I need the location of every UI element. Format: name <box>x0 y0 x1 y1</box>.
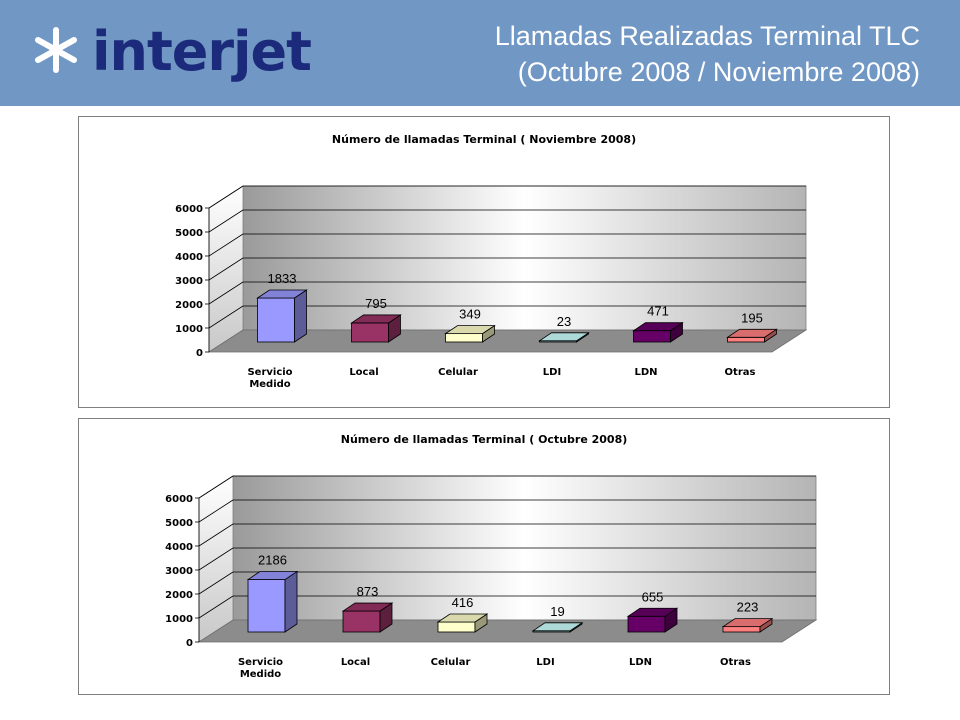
bar-front <box>633 330 671 343</box>
gridline-side <box>198 547 234 571</box>
gridline-side <box>208 185 244 209</box>
bar-front <box>722 626 761 633</box>
bar-top <box>350 314 402 324</box>
chart-title: Número de llamadas Terminal ( Octubre 20… <box>341 433 628 446</box>
y-tick-label: 2000 <box>165 590 193 601</box>
bar-top <box>726 328 778 338</box>
bar-top <box>436 613 489 623</box>
y-tick-label: 6000 <box>175 204 203 215</box>
page-title: Llamadas Realizadas Terminal TLC (Octubr… <box>495 18 920 90</box>
x-tick-label: Local <box>341 657 370 668</box>
gridline-side <box>198 523 234 547</box>
y-tick-label: 6000 <box>165 494 193 505</box>
data-label: 2186 <box>258 553 287 568</box>
y-tick-label: 1000 <box>175 324 203 335</box>
y-tick-label: 3000 <box>175 276 203 287</box>
data-label: 23 <box>557 314 571 329</box>
y-tick-label: 5000 <box>165 518 193 529</box>
y-tick-label: 5000 <box>175 228 203 239</box>
x-tick-label: LDN <box>629 657 652 668</box>
bar-front <box>247 579 286 633</box>
x-tick-label: LDN <box>634 367 657 378</box>
y-tick-label: 2000 <box>175 300 203 311</box>
x-tick-label: Celular <box>431 657 471 668</box>
data-label: 195 <box>741 310 763 325</box>
x-tick-label: Servicio <box>247 367 292 378</box>
y-tick-label: 4000 <box>175 252 203 263</box>
y-tick-label: 0 <box>196 348 203 359</box>
bar-front <box>342 610 381 633</box>
bar-front <box>727 336 765 343</box>
gridline-side <box>198 499 234 523</box>
bar-top <box>626 607 679 617</box>
gridline-side <box>198 595 234 619</box>
data-label: 795 <box>365 296 387 311</box>
gridline-side <box>208 305 244 329</box>
gridline-side <box>208 257 244 281</box>
bar-top <box>444 325 496 335</box>
x-tick-label: LDI <box>536 657 554 668</box>
bar-side <box>294 289 307 343</box>
bar-top <box>721 618 774 628</box>
data-label: 19 <box>550 604 564 619</box>
gridline-side <box>198 475 234 499</box>
chart-noviembre: Número de llamadas Terminal ( Noviembre … <box>175 133 808 390</box>
bar-top <box>341 602 394 612</box>
bar-front <box>257 297 295 343</box>
bar-top <box>632 322 684 332</box>
data-label: 873 <box>357 584 379 599</box>
gridline-side <box>208 233 244 257</box>
chart-panel-octubre: Número de llamadas Terminal ( Octubre 20… <box>78 418 890 695</box>
x-tick-label: LDI <box>543 367 561 378</box>
y-tick-label: 1000 <box>165 614 193 625</box>
bar-front <box>351 322 389 343</box>
gridline-side <box>208 281 244 305</box>
bar-top <box>531 622 584 632</box>
x-tick-label: Celular <box>438 367 478 378</box>
x-tick-label: Servicio <box>238 657 283 668</box>
header-banner: interjet Llamadas Realizadas Terminal TL… <box>0 0 960 106</box>
x-tick-label: Medido <box>240 669 281 680</box>
logo-wordmark: interjet <box>92 20 312 83</box>
title-line-2: (Octubre 2008 / Noviembre 2008) <box>517 57 920 87</box>
chart-octubre: Número de llamadas Terminal ( Octubre 20… <box>165 433 818 680</box>
bar-front <box>437 621 476 633</box>
y-tick-label: 3000 <box>165 566 193 577</box>
x-tick-label: Local <box>349 367 378 378</box>
interjet-logo: interjet <box>28 20 328 84</box>
y-tick-label: 0 <box>186 638 193 649</box>
x-tick-label: Otras <box>725 367 756 378</box>
x-tick-label: Otras <box>720 657 751 668</box>
y-tick-label: 4000 <box>165 542 193 553</box>
asterisk-logo-icon <box>35 27 77 73</box>
data-label: 471 <box>647 304 669 319</box>
gridline-side <box>208 209 244 233</box>
bar-front <box>445 333 483 343</box>
chart-title: Número de llamadas Terminal ( Noviembre … <box>332 133 636 146</box>
data-label: 655 <box>642 589 664 604</box>
data-label: 416 <box>452 595 474 610</box>
bar-top <box>256 289 308 299</box>
bar-top <box>246 571 299 580</box>
bar-side <box>284 570 298 633</box>
chart-panel-noviembre: Número de llamadas Terminal ( Noviembre … <box>78 116 890 408</box>
data-label: 1833 <box>268 271 297 286</box>
x-tick-label: Medido <box>249 379 290 390</box>
gridline-side <box>198 571 234 595</box>
data-label: 223 <box>737 600 759 615</box>
title-line-1: Llamadas Realizadas Terminal TLC <box>494 21 920 51</box>
bar-front <box>627 615 666 633</box>
data-label: 349 <box>459 307 481 322</box>
bar-top <box>538 332 590 342</box>
